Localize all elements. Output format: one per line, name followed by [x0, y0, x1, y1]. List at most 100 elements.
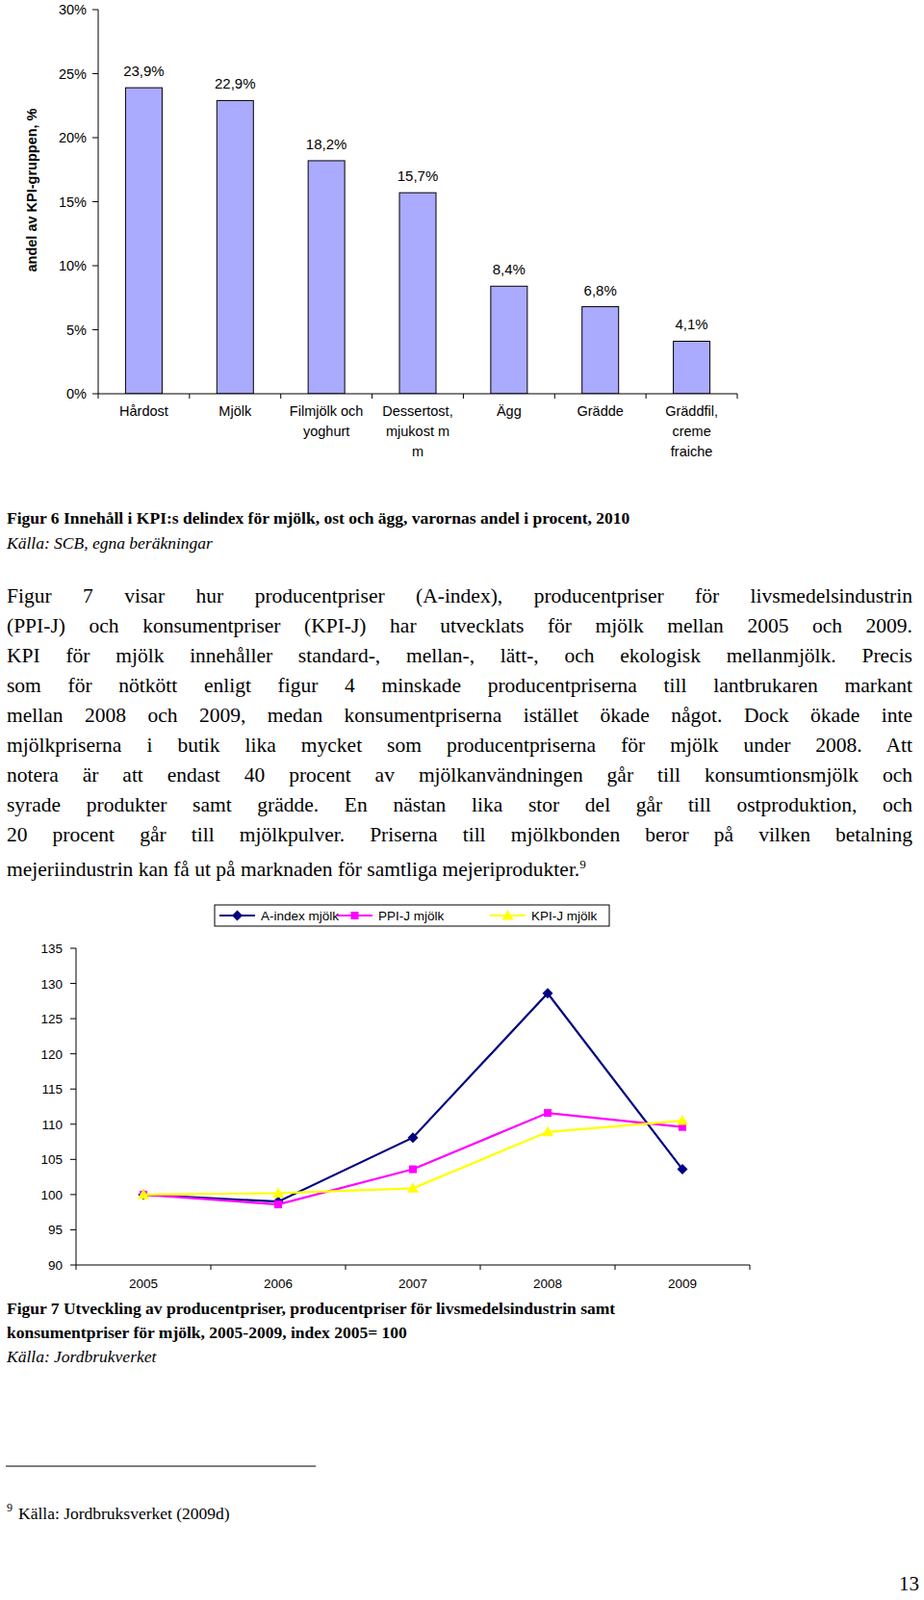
y-tick [92, 329, 99, 331]
series-line [143, 1120, 683, 1195]
x-tick [210, 1264, 212, 1270]
y-tick-label: 105 [40, 1152, 63, 1167]
series-line [143, 993, 683, 1202]
x-tick-label: Ägg [496, 403, 522, 419]
legend-label: KPI-J mjölk [531, 908, 598, 924]
y-axis-label: andel av KPI-gruppen, % [24, 107, 40, 272]
bar [125, 87, 162, 394]
x-tick [645, 393, 647, 399]
bar [216, 100, 254, 394]
label-line: Grädde [577, 403, 624, 419]
x-tick [76, 1264, 77, 1270]
data-label: 6,8% [584, 282, 617, 299]
paragraph-line: mellan 2008 och 2009, medan konsumentpri… [6, 701, 913, 729]
y-tick-label: 100 [40, 1187, 63, 1203]
paragraph-line: syrade produkter samt grädde. En nästan … [6, 791, 913, 819]
series-marker [408, 1131, 419, 1143]
data-label: 15,7% [397, 167, 439, 184]
label-line: Gräddfil, [665, 403, 719, 419]
label-line: Ägg [496, 403, 522, 419]
legend-box [214, 904, 610, 926]
y-tick-label: 90 [48, 1257, 63, 1273]
x-tick-label: 2005 [128, 1276, 158, 1291]
series-marker [541, 1126, 554, 1137]
series-line [143, 1112, 683, 1205]
y-tick-label: 15% [58, 194, 87, 210]
bar [582, 307, 619, 394]
legend-marker [231, 910, 243, 922]
legend-marker [351, 911, 360, 920]
y-tick [92, 9, 99, 11]
y-tick-label: 25% [58, 66, 87, 82]
footnote-text: Källa: Jordbruksverket (2009d) [18, 1503, 231, 1523]
y-tick-label: 5% [66, 322, 87, 338]
footnote-number: 9 [6, 1500, 13, 1515]
y-tick-label: 130 [40, 976, 63, 992]
y-tick [92, 201, 99, 203]
x-tick-label: Filmjölk och yoghurt [289, 403, 364, 439]
y-axis [76, 948, 77, 1265]
label-line: mjukost m [385, 423, 450, 439]
data-label: 23,9% [123, 62, 165, 79]
x-tick [345, 1264, 347, 1270]
figure-source: Källa: SCB, egna beräkningar [5, 533, 213, 553]
y-tick-label: 20% [58, 129, 87, 146]
series-marker [407, 1181, 419, 1193]
line-chart: 9095100105110115120125130135200520062007… [40, 904, 750, 1291]
label-line: Dessertost, [382, 403, 453, 419]
paragraph-line: som för nötkött enligt figur 4 minskade … [6, 671, 913, 699]
y-tick-label: 120 [40, 1047, 63, 1062]
y-tick-label: 95 [48, 1222, 63, 1237]
footnote-rule [5, 1465, 316, 1467]
y-tick [70, 1123, 77, 1125]
y-tick-label: 125 [40, 1011, 63, 1027]
data-label: 4,1% [674, 315, 708, 333]
x-tick-label: Gräddfil,cremefraiche [665, 403, 719, 460]
y-tick [70, 1229, 77, 1231]
data-label: 22,9% [214, 75, 257, 92]
y-tick [70, 1088, 77, 1090]
footnote-ref: 9 [579, 856, 587, 872]
bar [490, 285, 528, 394]
y-tick [70, 1052, 77, 1054]
label-line: fraiche [670, 443, 714, 460]
paragraph-line: KPI för mjölk innehåller standard-, mell… [6, 641, 913, 669]
y-tick [92, 137, 99, 139]
y-tick [70, 1018, 77, 1020]
series-marker [272, 1186, 284, 1198]
x-tick [98, 393, 100, 399]
legend-marker [502, 909, 514, 921]
y-tick-label: 115 [41, 1081, 63, 1097]
y-tick [92, 265, 99, 267]
x-tick [188, 393, 190, 399]
x-tick [737, 393, 739, 399]
x-tick [371, 393, 373, 399]
y-tick [70, 1158, 77, 1160]
figure-caption: konsumentpriser för mjölk, 2005-2009, in… [6, 1322, 408, 1342]
x-tick [554, 393, 556, 399]
x-tick [462, 393, 464, 399]
y-tick-label: 135 [40, 941, 63, 956]
legend: A-index mjölkPPI-J mjölkKPI-J mjölk [214, 904, 610, 926]
paragraph-line: (PPI-J) och konsumentpriser (KPI-J) har … [6, 612, 913, 640]
figure-caption: Figur 7 Utveckling av producentpriser, p… [6, 1298, 616, 1318]
document-text: Figur 6 Innehåll i KPI:s delindex för mj… [5, 508, 920, 1595]
y-tick-label: 10% [58, 257, 87, 274]
label-line: yoghurt [303, 423, 350, 439]
y-tick-label: 110 [41, 1117, 63, 1132]
figure-caption: Figur 6 Innehåll i KPI:s delindex för mj… [6, 508, 630, 528]
x-tick [749, 1264, 751, 1270]
x-axis [98, 393, 738, 395]
y-tick [70, 1264, 77, 1266]
label-line: Filmjölk och [289, 403, 364, 419]
label-line: m [411, 443, 424, 460]
bar [673, 340, 711, 394]
y-tick [92, 73, 99, 75]
legend-label: A-index mjölk [260, 908, 339, 924]
x-axis [76, 1264, 750, 1266]
bar [399, 192, 437, 394]
series-marker [543, 1108, 552, 1117]
y-tick-label: 30% [58, 1, 87, 18]
paragraph-line: Figur 7 visar hur producentpriser (A-ind… [6, 582, 913, 610]
bars [125, 87, 710, 394]
